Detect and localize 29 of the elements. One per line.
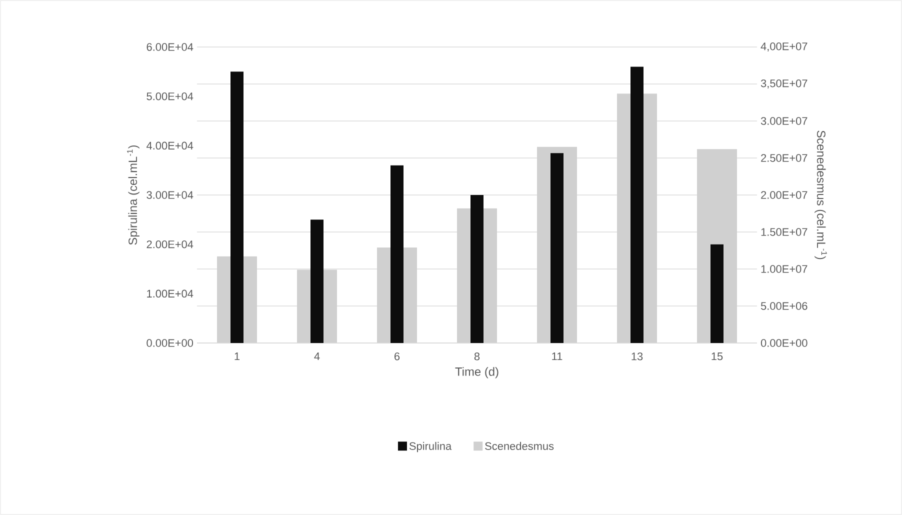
bar <box>710 244 724 343</box>
y-tick-label: 5.00E+04 <box>146 92 194 100</box>
y-tick-label: 4.00E+04 <box>146 142 194 150</box>
y2-tick-label: 4,00E+07 <box>760 42 808 52</box>
x-tick-label: 1 <box>234 352 240 360</box>
y-axis-title: Spirulina (cel.mL$^{-1}$) <box>127 145 140 245</box>
y2-tick-label: 5.00E+06 <box>760 302 808 310</box>
y2-tick-label: 3.00E+07 <box>760 117 808 125</box>
y-tick-label: 0.00E+00 <box>146 339 194 347</box>
y-tick-label: 2.00E+04 <box>146 240 194 248</box>
x-tick-label: 13 <box>632 352 643 360</box>
y-tick-label: 6.00E+04 <box>146 43 194 51</box>
y2-axis-title: Scenedesmus (cel.mL$^{-1}$) <box>814 130 827 260</box>
x-tick-label: 4 <box>314 352 320 360</box>
legend-label: Spirulina <box>409 442 452 452</box>
y2-tick-label: 0.00E+00 <box>760 339 808 347</box>
x-tick-label: 15 <box>712 352 723 360</box>
y2-tick-label: 3,50E+07 <box>760 79 808 89</box>
x-axis-title: Time (d) <box>455 367 498 378</box>
y2-tick-label: 1.50E+07 <box>761 228 808 236</box>
y2-tick-label: 2.50E+07 <box>761 154 808 162</box>
x-tick-label: 11 <box>552 352 562 360</box>
y2-tick-label: 2.00E+07 <box>761 191 808 199</box>
y-tick-label: 1.00E+04 <box>147 290 194 298</box>
y2-tick-label: 1.00E+07 <box>761 265 808 273</box>
y-tick-label: 3.00E+04 <box>146 191 194 199</box>
x-tick-label: 8 <box>474 352 480 360</box>
x-tick-label: 6 <box>394 352 400 360</box>
legend-label: Scenedesmus <box>485 442 554 450</box>
